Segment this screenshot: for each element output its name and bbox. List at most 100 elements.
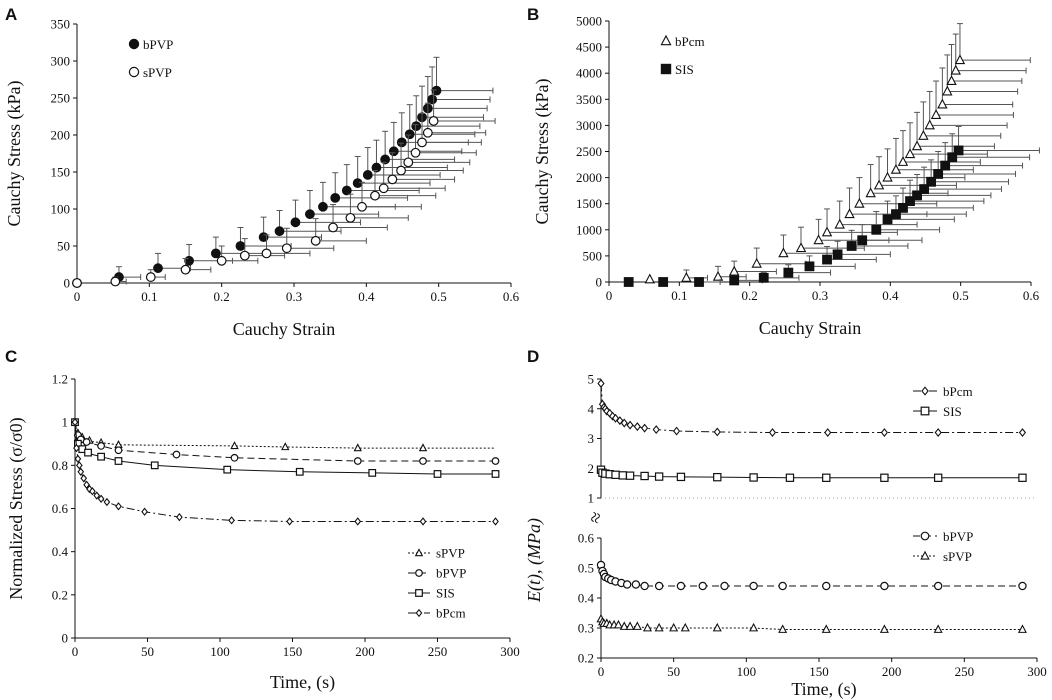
y-tick-label: 4500	[576, 40, 602, 55]
data-point	[97, 452, 106, 461]
x-tick-label: 0.4	[882, 288, 899, 303]
data-point	[933, 624, 943, 633]
data-point	[153, 263, 163, 274]
x-tick-label: 0.2	[742, 288, 758, 303]
data-point	[804, 261, 815, 272]
y-tick-label: 50	[57, 239, 70, 254]
data-point	[115, 502, 122, 511]
data-point	[891, 209, 901, 220]
data-point	[720, 581, 729, 591]
data-point	[97, 442, 105, 450]
legend-marker	[414, 548, 424, 557]
data-point	[310, 235, 321, 246]
panel-c: C 0 0.2 0.4 0.6 0.8 1 1.2 0 50 100 150 200 250 300 Time…	[5, 347, 520, 693]
data-point	[1018, 428, 1027, 438]
series-bPVP: bPVP	[72, 37, 494, 288]
x-tick-label: 300	[500, 644, 520, 659]
x-axis-title: Cauchy Strain	[233, 319, 335, 339]
x-tick-label: 0.6	[503, 289, 520, 304]
data-point	[114, 457, 123, 465]
data-point	[597, 378, 605, 388]
y-tick-label: 1.2	[52, 372, 68, 387]
y-tick-label: 0.4	[578, 591, 595, 606]
panel-a: A 0 50 100 150 200 250 300 350 0 0.1 0.2 0.3 0.4 0.5 0.…	[4, 5, 520, 339]
data-point	[904, 148, 916, 159]
data-point	[261, 248, 272, 259]
panel-b: B 0 500 1000 1500 2000 2500 3000 3500 4000 4500 500…	[527, 5, 1040, 338]
x-tick-label: 200	[882, 664, 902, 679]
data-point	[223, 465, 232, 474]
data-point	[813, 234, 824, 245]
data-point	[785, 473, 795, 482]
data-point	[934, 428, 942, 438]
data-point	[633, 422, 641, 432]
data-point	[694, 277, 704, 287]
series-sPVP: sPVP	[596, 549, 1027, 633]
data-point	[940, 160, 951, 171]
y-tick-label: 500	[583, 248, 603, 263]
legend-label: SIS	[675, 62, 694, 77]
data-point	[295, 467, 304, 476]
y-tick-label: 1000	[576, 222, 602, 237]
data-point	[74, 454, 82, 464]
data-point	[832, 249, 843, 260]
data-point	[216, 255, 227, 266]
data-point	[492, 517, 499, 526]
data-point	[370, 190, 380, 201]
data-point	[625, 621, 635, 630]
series-bPcm: bPcm	[597, 378, 1027, 438]
data-point	[145, 272, 156, 282]
data-point	[404, 129, 415, 140]
legend-label: sPVP	[436, 546, 465, 561]
x-tick-label: 50	[141, 644, 154, 659]
axis-break-icon: ≈	[584, 509, 608, 527]
data-point	[778, 247, 789, 258]
data-point	[491, 457, 500, 465]
y-tick-label: 3500	[576, 92, 602, 107]
y-tick-label: 2	[588, 461, 595, 476]
data-point	[821, 226, 833, 237]
data-point	[713, 427, 721, 437]
data-point	[712, 622, 722, 632]
data-point	[822, 581, 831, 591]
data-point	[898, 202, 908, 213]
data-point	[431, 85, 442, 96]
data-point	[749, 622, 759, 632]
data-point	[622, 580, 632, 589]
data-point	[822, 254, 832, 265]
legend-marker	[921, 386, 929, 396]
data-point	[103, 497, 111, 507]
data-point	[758, 272, 769, 283]
data-point	[318, 201, 328, 212]
data-point	[654, 472, 664, 481]
y-tick-label: 4	[588, 401, 595, 416]
data-point	[422, 127, 433, 138]
x-tick-label: 150	[809, 664, 829, 679]
data-point	[427, 94, 438, 105]
x-tick-label: 0	[72, 644, 79, 659]
x-tick-label: 150	[283, 644, 303, 659]
data-point	[822, 473, 831, 482]
x-tick-label: 0.6	[1023, 288, 1040, 303]
data-point	[89, 487, 96, 496]
lower-axis: 0.2 0.3 0.4 0.5 0.6 0 50 100 150 200 250 300 bPVP sPV…	[578, 529, 1047, 679]
data-point	[77, 467, 85, 476]
data-point	[641, 423, 649, 433]
legend-label: bPVP	[436, 566, 466, 581]
y-tick-label: 0.6	[578, 531, 595, 546]
legend-marker	[660, 63, 672, 75]
x-axis-title: Time, (s)	[791, 679, 856, 700]
data-point	[631, 580, 641, 589]
data-point	[341, 185, 352, 196]
data-point	[854, 197, 865, 208]
y-tick-label: 0	[64, 276, 71, 291]
legend-marker	[920, 531, 930, 541]
y-tick-label: 0.4	[52, 544, 69, 559]
data-point	[950, 64, 961, 75]
data-point	[947, 152, 958, 163]
data-point	[114, 446, 123, 455]
y-tick-label: 1	[62, 415, 69, 430]
data-point	[930, 109, 942, 119]
data-point	[417, 137, 427, 148]
data-point	[680, 622, 690, 632]
